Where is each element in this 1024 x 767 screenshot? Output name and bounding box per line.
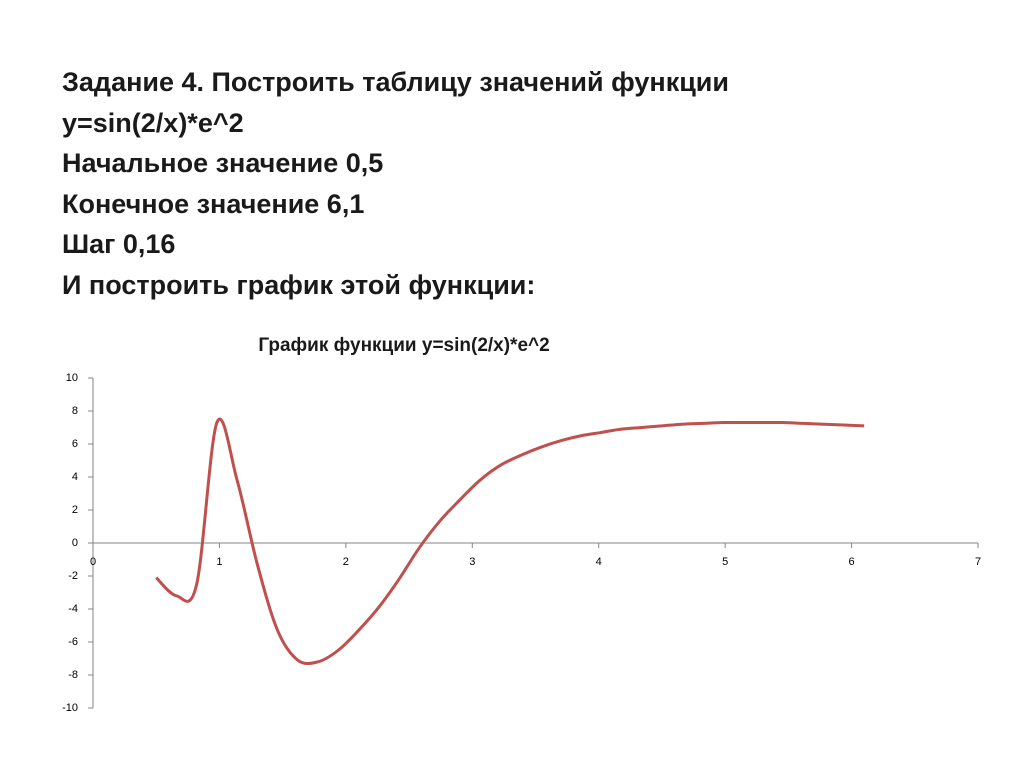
x-tick-label: 1 bbox=[216, 556, 222, 568]
heading-line: И построить график этой функции: bbox=[62, 269, 536, 300]
y-tick-label: -2 bbox=[68, 570, 78, 582]
y-tick-label: 4 bbox=[72, 471, 78, 483]
x-tick-label: 0 bbox=[90, 556, 96, 568]
x-tick-label: 7 bbox=[975, 556, 981, 568]
y-tick-label: 2 bbox=[72, 504, 78, 516]
y-tick-label: -8 bbox=[68, 669, 78, 681]
data-line bbox=[155, 417, 865, 666]
y-tick-label: 8 bbox=[72, 405, 78, 417]
heading-line: Задание 4. Построить таблицу значений фу… bbox=[62, 67, 729, 97]
x-tick-label: 4 bbox=[596, 556, 602, 568]
y-tick-label: 10 bbox=[66, 372, 78, 384]
heading-line: y=sin(2/x)*e^2 bbox=[62, 107, 244, 138]
heading-line: Шаг 0,16 bbox=[62, 229, 176, 259]
y-tick-label: -4 bbox=[68, 603, 78, 615]
y-tick-label: -6 bbox=[68, 636, 78, 648]
x-tick-label: 2 bbox=[343, 556, 349, 568]
y-tick-label: 0 bbox=[72, 537, 78, 549]
y-tick-label: -10 bbox=[62, 702, 78, 714]
chart-title: График функции y=sin(2/x)*e^2 bbox=[258, 335, 549, 356]
heading: Задание 4. Построить таблицу значений фу… bbox=[62, 62, 729, 305]
x-tick-label: 5 bbox=[722, 556, 728, 568]
y-tick-label: 6 bbox=[72, 438, 78, 450]
heading-line: Конечное значение 6,1 bbox=[62, 188, 365, 219]
x-tick-label: 6 bbox=[849, 556, 855, 568]
heading-line: Начальное значение 0,5 bbox=[62, 148, 384, 178]
x-tick-label: 3 bbox=[469, 556, 475, 568]
